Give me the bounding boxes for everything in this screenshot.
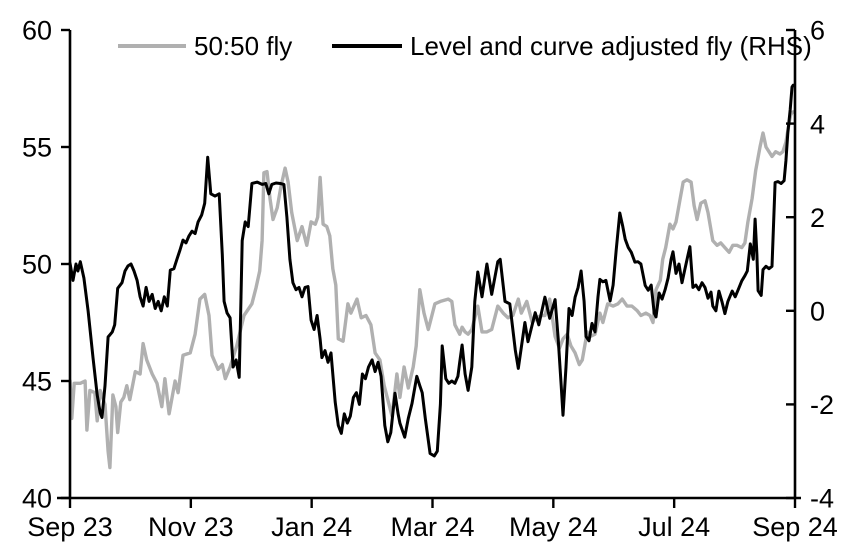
legend-label-5050-fly: 50:50 fly xyxy=(194,31,292,61)
legend-item-5050-fly: 50:50 fly xyxy=(118,31,292,61)
legend-label-adjusted-fly: Level and curve adjusted fly (RHS) xyxy=(410,31,812,61)
left-axis-tick-label: 55 xyxy=(22,133,52,163)
x-axis-tick-label: Jul 24 xyxy=(638,512,710,542)
legend: 50:50 fly Level and curve adjusted fly (… xyxy=(118,31,812,61)
series-layer xyxy=(68,83,795,470)
right-axis-tick-label: 4 xyxy=(810,109,825,139)
axes-layer xyxy=(57,30,801,500)
x-axis-tick-label: Sep 23 xyxy=(27,512,113,542)
labels-layer: 60 55 50 45 40 6 4 2 0 -2 -4 Sep 23 Nov 23 Jan 24 Mar … xyxy=(22,16,838,542)
x-axis-tick-label: Sep 24 xyxy=(752,512,838,542)
x-axis-tick-label: Mar 24 xyxy=(390,512,474,542)
series-line-adjusted-fly xyxy=(68,83,795,458)
x-axis-tick-label: Jan 24 xyxy=(271,512,352,542)
left-axis-tick-label: 50 xyxy=(22,250,52,280)
left-axis-tick-label: 40 xyxy=(22,484,52,514)
right-axis-tick-label: 2 xyxy=(810,203,825,233)
x-axis-tick-label: Nov 23 xyxy=(148,512,234,542)
right-axis-tick-label: 6 xyxy=(810,16,825,46)
left-axis-tick-label: 60 xyxy=(22,16,52,46)
right-axis-tick-label: -2 xyxy=(810,390,834,420)
x-axis-tick-label: May 24 xyxy=(509,512,598,542)
series-line-5050-fly xyxy=(68,110,795,470)
right-axis-tick-label: -4 xyxy=(810,484,834,514)
right-axis-tick-label: 0 xyxy=(810,297,825,327)
legend-item-adjusted-fly: Level and curve adjusted fly (RHS) xyxy=(332,31,812,61)
ticks-layer xyxy=(61,28,797,508)
left-axis-tick-label: 45 xyxy=(22,367,52,397)
